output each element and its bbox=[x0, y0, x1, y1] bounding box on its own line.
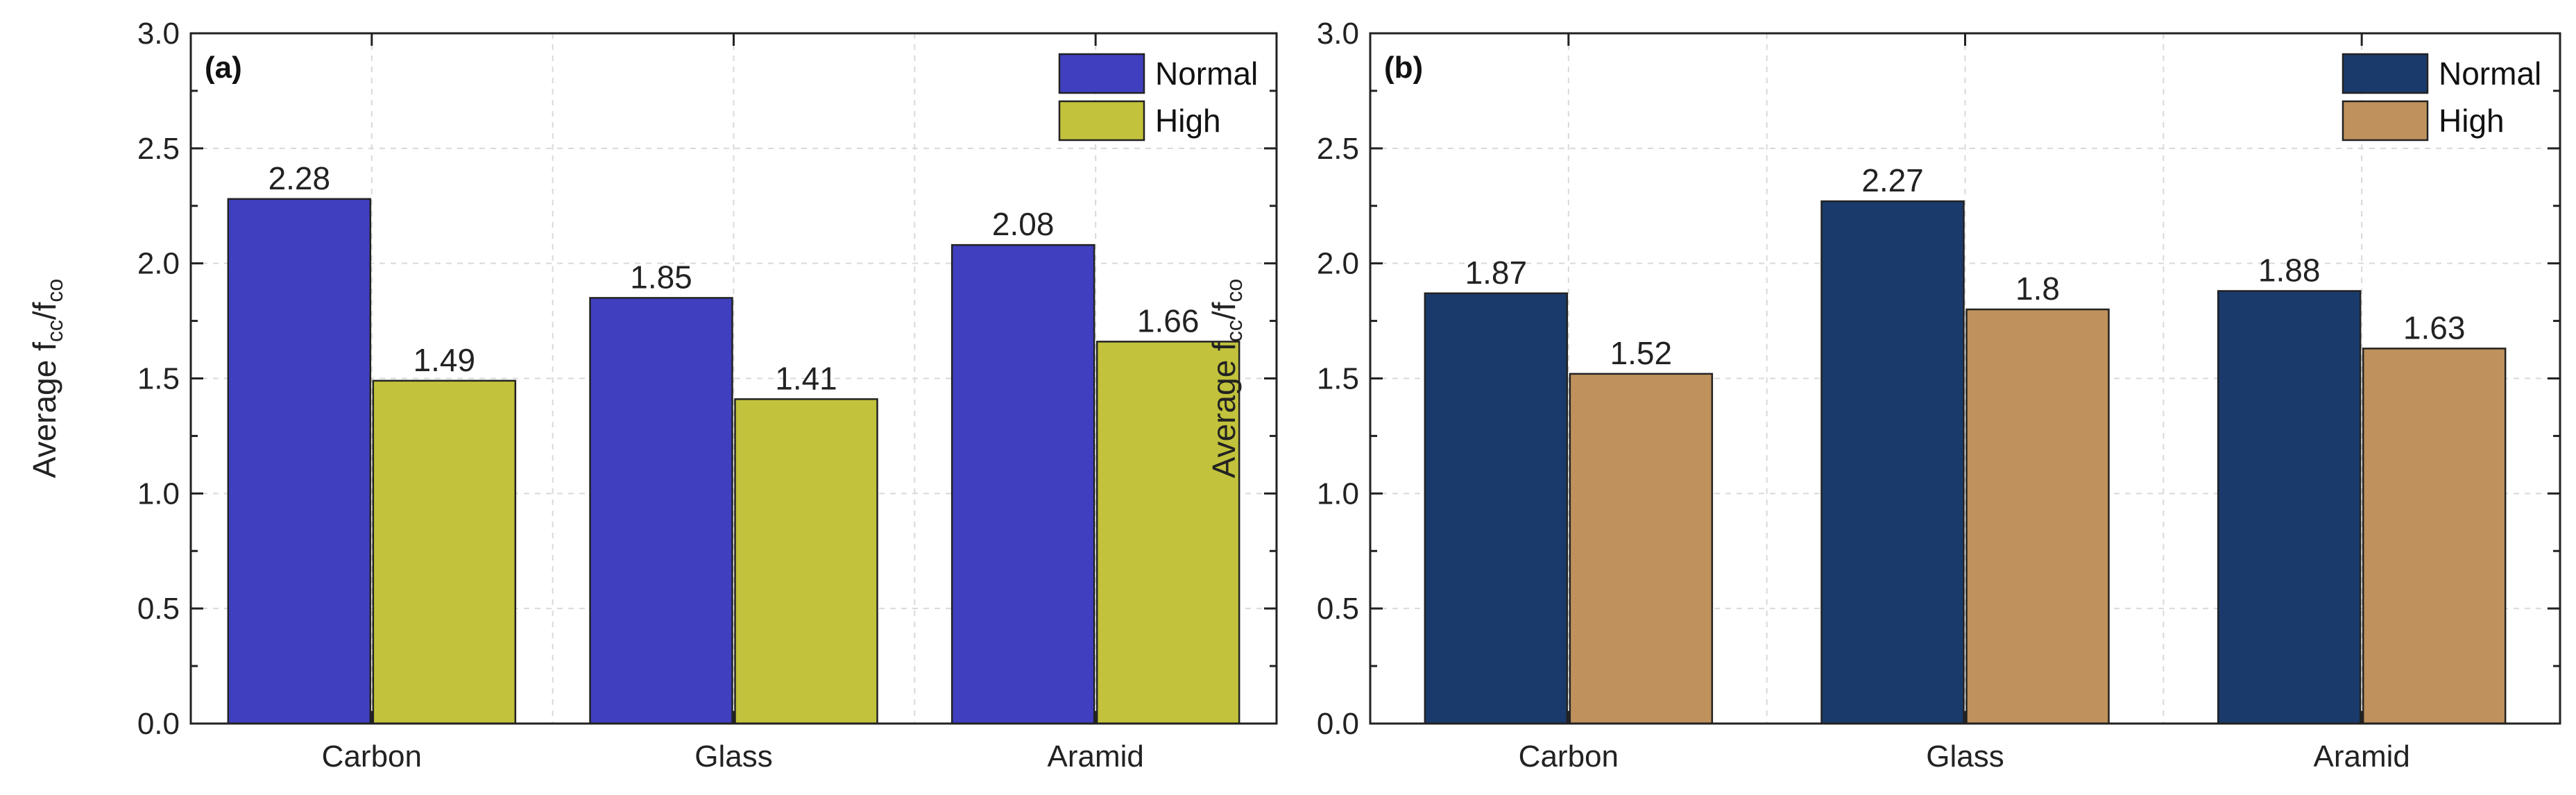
y-axis-title-mid: /f bbox=[1206, 302, 1242, 320]
y-tick-label: 1.5 bbox=[1317, 362, 1359, 396]
data-label-normal-glass: 2.27 bbox=[1861, 162, 1924, 198]
chart-panel-a: 2.28 1.85 2.08 1.49 1.41 1.66 0.0 0.5 1.0 1.5 2.0… bbox=[26, 17, 1278, 773]
legend-label-high: High bbox=[2439, 103, 2505, 139]
data-label-normal-carbon: 2.28 bbox=[268, 160, 331, 196]
y-tick-label: 2.5 bbox=[137, 132, 180, 166]
legend-swatch-high bbox=[2342, 100, 2429, 142]
bar-normal-carbon bbox=[1424, 292, 1569, 725]
bar-normal-glass bbox=[589, 297, 733, 725]
y-tick-label: 1.0 bbox=[1317, 477, 1359, 511]
panel-label: (a) bbox=[205, 51, 242, 85]
x-tick-label-aramid: Aramid bbox=[2313, 740, 2409, 773]
data-label-high-glass: 1.41 bbox=[775, 360, 837, 396]
legend-label-high: High bbox=[1155, 103, 1221, 139]
bar-high-carbon bbox=[372, 379, 517, 725]
bar-high-aramid bbox=[2362, 348, 2507, 725]
data-label-normal-glass: 1.85 bbox=[630, 259, 692, 295]
data-label-normal-aramid: 1.88 bbox=[2258, 252, 2321, 288]
bar-group bbox=[227, 198, 1240, 725]
bar-normal-carbon bbox=[227, 198, 372, 725]
data-label-high-aramid: 1.63 bbox=[2403, 309, 2466, 345]
y-axis-title-sub1: cc bbox=[1222, 320, 1247, 342]
legend-swatch-normal bbox=[2342, 53, 2429, 94]
legend-swatch-high bbox=[1058, 100, 1145, 142]
y-tick-label: 1.5 bbox=[137, 362, 180, 396]
x-tick-label-carbon: Carbon bbox=[322, 740, 422, 773]
y-tick-label: 3.0 bbox=[137, 17, 180, 51]
y-axis-title-sub2: co bbox=[42, 279, 67, 302]
bar-group bbox=[1424, 200, 2507, 725]
data-labels: 2.28 1.85 2.08 1.49 1.41 1.66 bbox=[268, 160, 1200, 397]
y-tick-label: 2.0 bbox=[137, 247, 180, 281]
y-axis-title-sub1: cc bbox=[42, 320, 67, 342]
data-label-high-aramid: 1.66 bbox=[1137, 302, 1200, 339]
y-axis-title-prefix: Average f bbox=[1206, 342, 1242, 478]
axis-ticks: 0.0 0.5 1.0 1.5 2.0 2.5 3.0 Carbon Glass Aramid bbox=[1317, 17, 2560, 773]
bar-high-aramid bbox=[1095, 341, 1240, 725]
grid-lines bbox=[1370, 33, 2560, 724]
y-tick-label: 0.0 bbox=[1317, 707, 1359, 741]
y-tick-label: 3.0 bbox=[1317, 17, 1359, 51]
y-tick-label: 1.0 bbox=[137, 477, 180, 511]
bar-normal-glass bbox=[1820, 200, 1965, 725]
bar-normal-aramid bbox=[950, 243, 1095, 725]
bar-high-carbon bbox=[1569, 373, 1714, 725]
y-axis-title: Average fcc/fco bbox=[26, 279, 67, 478]
data-label-high-carbon: 1.49 bbox=[413, 342, 476, 378]
data-label-high-glass: 1.8 bbox=[2015, 271, 2060, 307]
grid-lines bbox=[191, 33, 1277, 724]
y-axis-title-mid: /f bbox=[26, 302, 62, 320]
bar-high-glass bbox=[1965, 308, 2110, 725]
y-axis-title: Average fcc/fco bbox=[1206, 279, 1247, 478]
legend-swatch-normal bbox=[1058, 53, 1145, 94]
legend: Normal High bbox=[1058, 53, 1258, 142]
panel-label: (b) bbox=[1384, 51, 1423, 85]
legend-label-normal: Normal bbox=[1155, 55, 1258, 92]
y-tick-label: 2.5 bbox=[1317, 132, 1359, 166]
x-tick-label-glass: Glass bbox=[694, 740, 772, 773]
y-tick-label: 0.5 bbox=[1317, 592, 1359, 626]
data-label-normal-aramid: 2.08 bbox=[992, 206, 1055, 242]
x-tick-label-aramid: Aramid bbox=[1047, 740, 1143, 773]
y-axis-title-sub2: co bbox=[1222, 279, 1247, 302]
data-labels: 1.87 2.27 1.88 1.52 1.8 1.63 bbox=[1465, 162, 2466, 371]
bar-high-glass bbox=[734, 398, 878, 725]
y-tick-label: 0.0 bbox=[137, 707, 180, 741]
bar-normal-aramid bbox=[2217, 290, 2362, 725]
data-label-high-carbon: 1.52 bbox=[1610, 335, 1673, 371]
legend-label-normal: Normal bbox=[2439, 55, 2541, 92]
chart-panel-b: 1.87 2.27 1.88 1.52 1.8 1.63 0.0 0.5 1.0 1.5 2.0 2… bbox=[1206, 17, 2561, 773]
legend: Normal High bbox=[2342, 53, 2541, 142]
y-tick-label: 0.5 bbox=[137, 592, 180, 626]
axis-ticks: 0.0 0.5 1.0 1.5 2.0 2.5 3.0 Carbon Glass Aramid bbox=[137, 17, 1277, 773]
x-tick-label-glass: Glass bbox=[1926, 740, 2004, 773]
y-axis-title-prefix: Average f bbox=[26, 342, 62, 478]
y-tick-label: 2.0 bbox=[1317, 247, 1359, 281]
data-label-normal-carbon: 1.87 bbox=[1465, 255, 1528, 291]
x-tick-label-carbon: Carbon bbox=[1519, 740, 1619, 773]
